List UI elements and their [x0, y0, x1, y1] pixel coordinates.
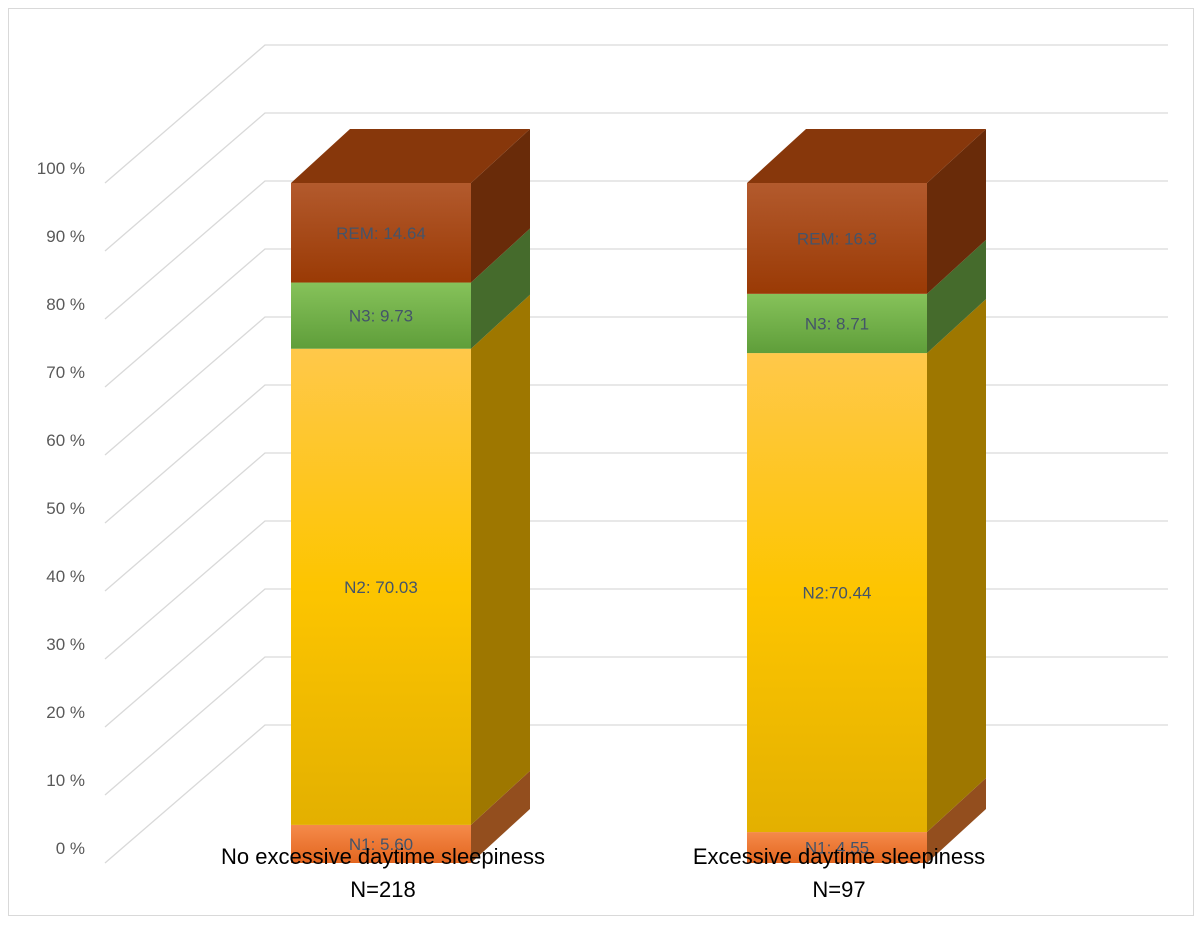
bar-side-n3 — [927, 239, 986, 354]
bar-side-rem — [927, 129, 986, 294]
y-tick-label: 20 % — [46, 703, 85, 722]
data-label-n1: N1: 4.55 — [805, 839, 869, 858]
category-label-line-2: N=97 — [812, 877, 865, 902]
bar-segment-n1 — [747, 832, 927, 863]
bar-side-n1 — [927, 778, 986, 863]
gridline — [104, 724, 1168, 864]
y-tick-label: 100 % — [37, 159, 85, 178]
category-labels: No excessive daytime sleepiness N=218 Exce… — [221, 844, 985, 902]
gridline — [104, 112, 1168, 252]
bar-segment-n2 — [291, 348, 471, 825]
bar-side-n2 — [927, 299, 986, 833]
bar-side-n2 — [471, 294, 530, 825]
category-label-line-1: Excessive daytime sleepiness — [693, 844, 985, 869]
y-tick-label: 60 % — [46, 431, 85, 450]
data-label-n2: N2:70.44 — [803, 584, 872, 603]
bar-segment-n3 — [747, 293, 927, 354]
bar-segment-rem — [747, 183, 927, 294]
data-label-n3: N3: 9.73 — [349, 307, 413, 326]
bar-side-rem — [471, 129, 530, 283]
data-label-rem: REM: 14.64 — [336, 224, 426, 243]
data-label-rem: REM: 16.3 — [797, 229, 877, 248]
y-tick-label: 80 % — [46, 295, 85, 314]
bars: N1: 5.60 N2: 70.03 N3: 9.73 REM: 14.64 N1: 4… — [291, 129, 986, 863]
bar-side-n3 — [471, 228, 530, 349]
y-tick-label: 70 % — [46, 363, 85, 382]
y-tick-label: 50 % — [46, 499, 85, 518]
data-label-n3: N3: 8.71 — [805, 314, 869, 333]
y-tick-label: 0 % — [56, 839, 85, 858]
bar-segment-n3 — [291, 282, 471, 349]
bar-top-rem — [291, 129, 530, 183]
data-label-n2: N2: 70.03 — [344, 578, 418, 597]
chart-frame — [8, 8, 1194, 916]
gridline — [104, 44, 1168, 184]
y-tick-label: 10 % — [46, 771, 85, 790]
bar-top-rem — [747, 129, 986, 183]
bar-segment-rem — [291, 183, 471, 283]
y-tick-label: 40 % — [46, 567, 85, 586]
y-axis-ticks: 0 % 10 % 20 % 30 % 40 % 50 % 60 % 70 % 80 % 90 % 1… — [37, 159, 85, 858]
bar-side-n1 — [471, 770, 530, 863]
y-tick-label: 90 % — [46, 227, 85, 246]
data-label-n1: N1: 5.60 — [349, 835, 413, 854]
category-label-line-1: No excessive daytime sleepiness — [221, 844, 545, 869]
y-tick-label: 30 % — [46, 635, 85, 654]
category-label-line-2: N=218 — [350, 877, 415, 902]
bar-segment-n2 — [747, 353, 927, 833]
gridlines — [104, 44, 1168, 864]
bar-segment-n1 — [291, 824, 471, 863]
